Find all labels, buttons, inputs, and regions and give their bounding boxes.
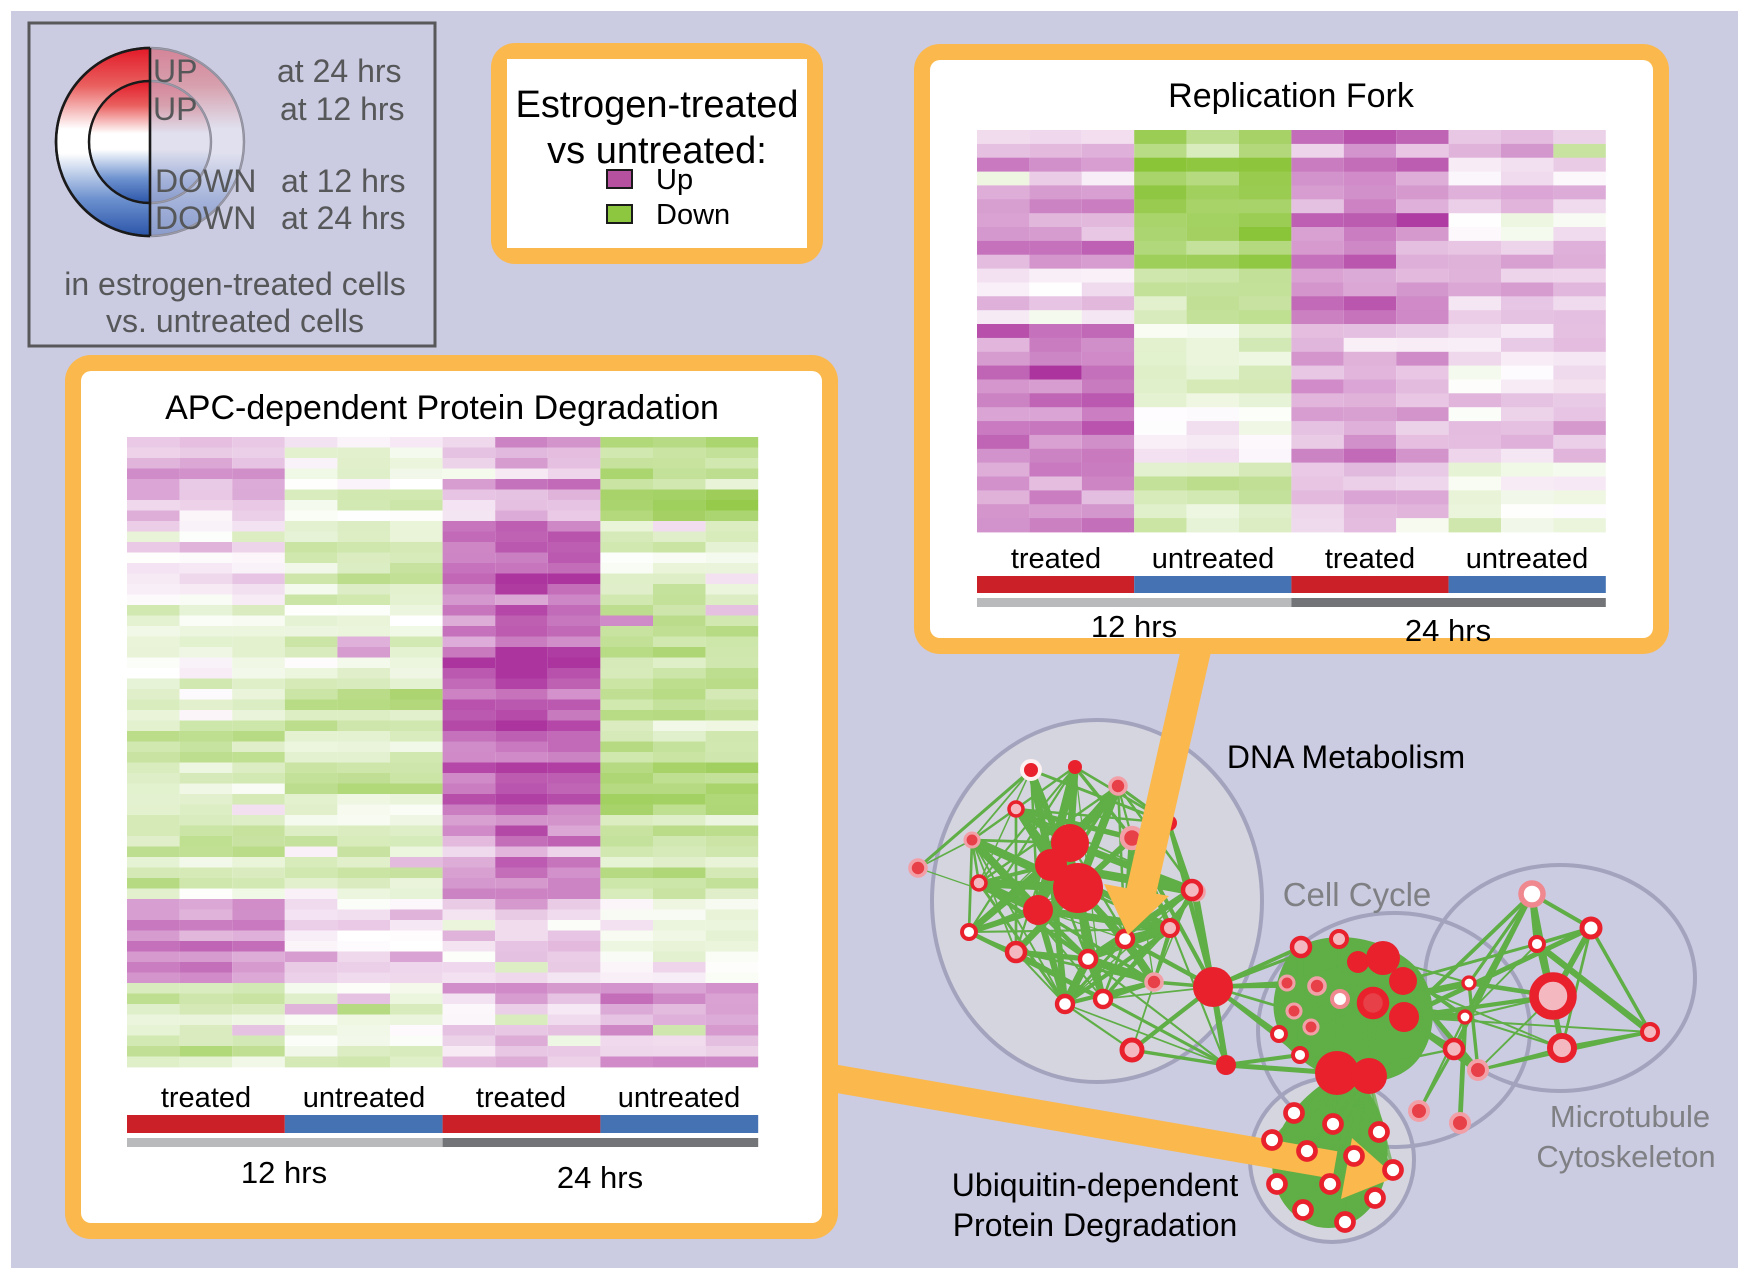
svg-text:DOWN: DOWN (155, 200, 256, 236)
svg-text:Protein Degradation: Protein Degradation (953, 1207, 1238, 1243)
svg-text:Up: Up (656, 164, 693, 196)
svg-text:treated: treated (161, 1082, 251, 1114)
svg-text:vs untreated:: vs untreated: (547, 130, 767, 172)
svg-text:untreated: untreated (303, 1082, 426, 1114)
svg-text:at 12 hrs: at 12 hrs (281, 163, 406, 199)
svg-text:treated: treated (1325, 543, 1415, 575)
svg-text:Microtubule: Microtubule (1550, 1099, 1710, 1134)
svg-text:DNA Metabolism: DNA Metabolism (1227, 739, 1465, 775)
svg-text:untreated: untreated (1466, 543, 1589, 575)
svg-text:vs. untreated cells: vs. untreated cells (106, 303, 364, 339)
svg-text:at 24 hrs: at 24 hrs (281, 200, 406, 236)
svg-text:Ubiquitin-dependent: Ubiquitin-dependent (952, 1167, 1239, 1203)
svg-text:UP: UP (153, 53, 197, 89)
svg-text:treated: treated (1011, 543, 1101, 575)
svg-text:in estrogen-treated cells: in estrogen-treated cells (64, 266, 406, 302)
svg-text:APC-dependent Protein Degradat: APC-dependent Protein Degradation (165, 389, 719, 427)
svg-text:DOWN: DOWN (155, 163, 256, 199)
svg-text:untreated: untreated (618, 1082, 741, 1114)
svg-text:UP: UP (153, 91, 197, 127)
svg-text:24 hrs: 24 hrs (1405, 613, 1491, 648)
svg-text:untreated: untreated (1152, 543, 1275, 575)
svg-text:at 12 hrs: at 12 hrs (280, 91, 405, 127)
svg-text:12 hrs: 12 hrs (241, 1155, 327, 1190)
svg-text:at 24 hrs: at 24 hrs (277, 53, 402, 89)
svg-text:12 hrs: 12 hrs (1091, 609, 1177, 644)
svg-text:24 hrs: 24 hrs (557, 1160, 643, 1195)
svg-text:Replication Fork: Replication Fork (1168, 77, 1415, 115)
svg-text:Cytoskeleton: Cytoskeleton (1536, 1139, 1715, 1174)
svg-text:Down: Down (656, 199, 730, 231)
svg-text:Estrogen-treated: Estrogen-treated (515, 84, 798, 126)
svg-text:Cell Cycle: Cell Cycle (1283, 876, 1432, 913)
svg-text:treated: treated (476, 1082, 566, 1114)
